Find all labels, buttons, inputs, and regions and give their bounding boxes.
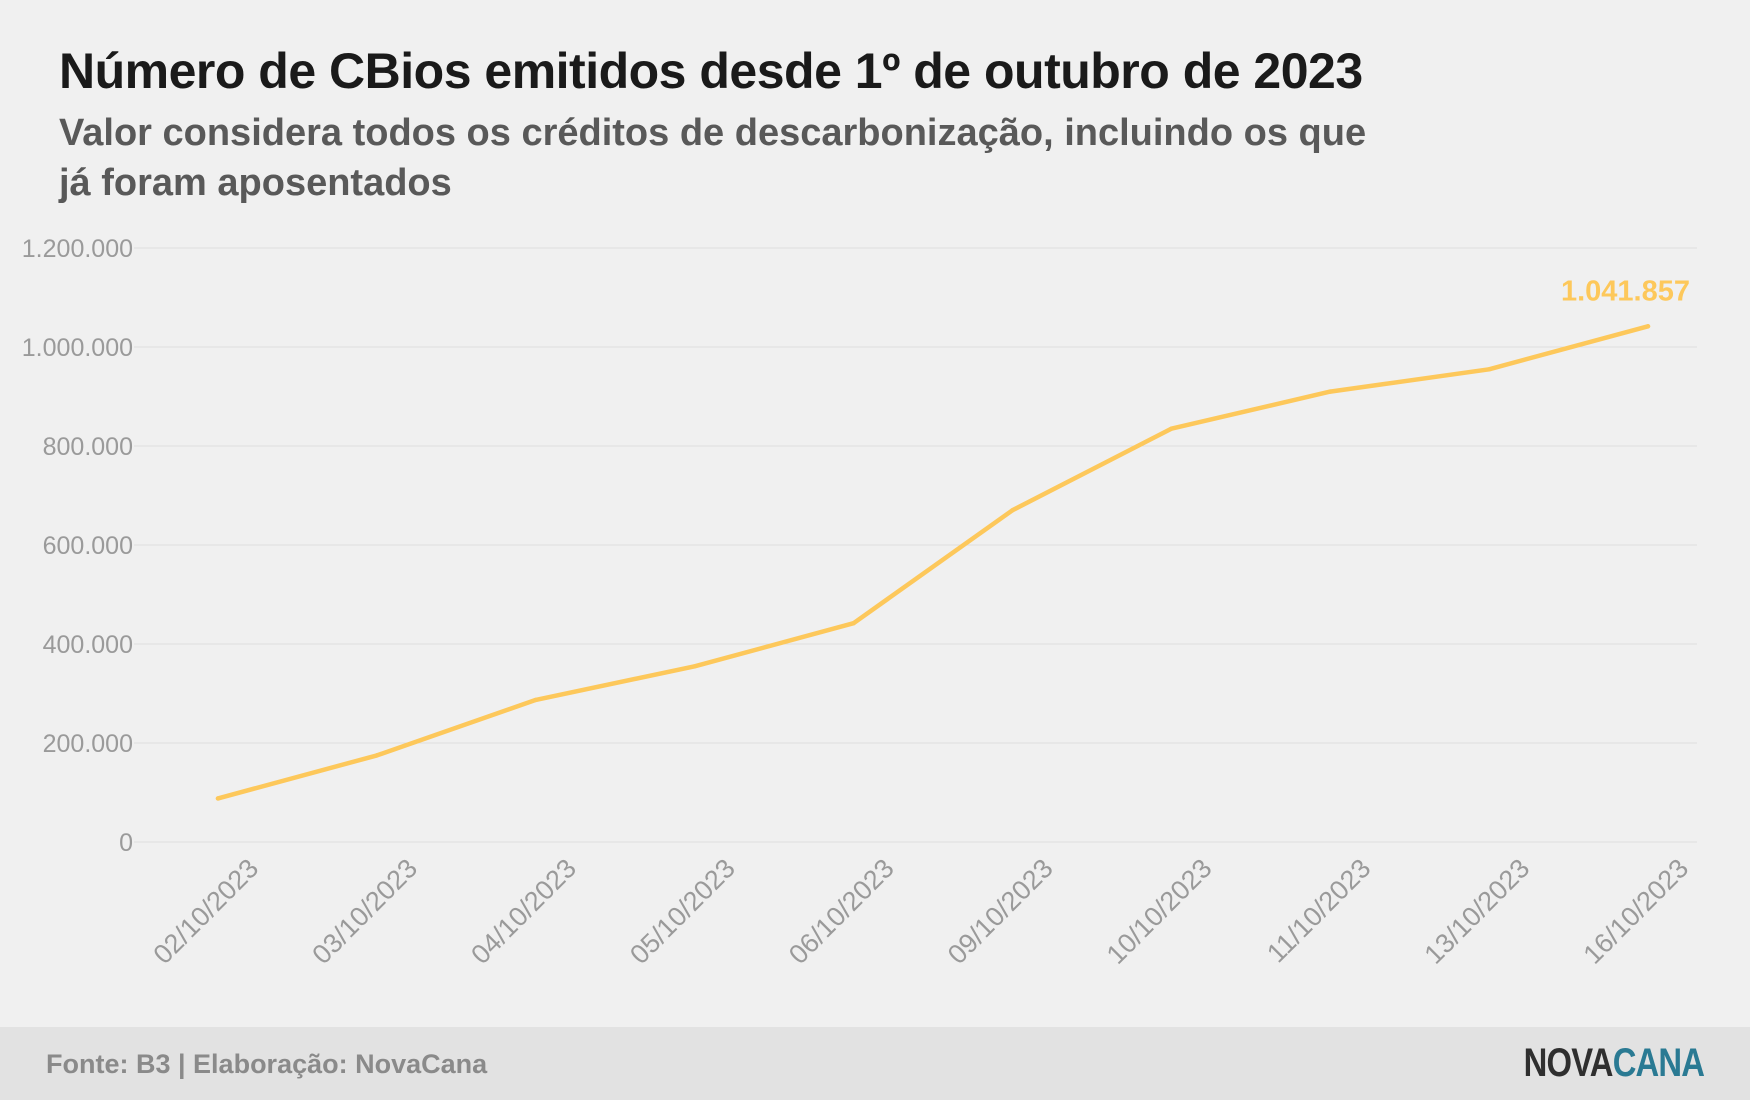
data-point: [1169, 426, 1174, 431]
x-tick-label: 03/10/2023: [306, 853, 423, 970]
x-tick-label: 06/10/2023: [783, 853, 900, 970]
logo-nova-text: NOVA: [1523, 1041, 1613, 1085]
y-tick-label: 1.000.000: [22, 334, 133, 362]
end-value-label: 1.041.857: [1561, 275, 1690, 307]
data-point: [215, 796, 221, 801]
chart-title: Número de CBios emitidos desde 1º de out…: [59, 43, 1363, 99]
data-point: [533, 697, 538, 703]
y-tick-label: 600.000: [43, 532, 133, 560]
data-point: [1486, 367, 1492, 372]
x-tick-label: 05/10/2023: [624, 853, 741, 970]
line-chart: 0 200.000 400.000 600.000 800.000 1.000.000 1.…: [22, 235, 1697, 970]
logo-cana-text: CANA: [1612, 1041, 1705, 1085]
data-point: [692, 664, 697, 669]
chart-subtitle: Valor considera todos os créditos de des…: [59, 112, 1367, 204]
x-tick-label: 09/10/2023: [942, 853, 1059, 970]
x-tick-label: 10/10/2023: [1101, 853, 1218, 970]
x-tick-label: 16/10/2023: [1577, 853, 1694, 970]
y-tick-label: 1.200.000: [22, 235, 133, 263]
data-point: [851, 621, 856, 626]
data-point: [1010, 508, 1015, 513]
x-tick-label: 11/10/2023: [1261, 853, 1376, 968]
data-point: [1328, 389, 1333, 394]
y-tick-label: 400.000: [43, 631, 133, 659]
x-tick-label: 02/10/2023: [147, 853, 264, 970]
x-tick-label: 13/10/2023: [1419, 853, 1536, 970]
novacana-logo: NOVACANA: [1523, 1041, 1704, 1086]
y-tick-label: 0: [119, 829, 133, 857]
source-note: Fonte: B3 | Elaboração: NovaCana: [46, 1049, 488, 1079]
y-tick-label: 200.000: [43, 730, 133, 758]
y-tick-label: 800.000: [43, 433, 133, 461]
data-point: [1645, 324, 1651, 329]
series-line: [215, 324, 1651, 801]
x-tick-label: 04/10/2023: [465, 853, 582, 970]
data-point: [374, 753, 380, 758]
footer-bar: Fonte: B3 | Elaboração: NovaCana NOVACAN…: [0, 1027, 1750, 1100]
